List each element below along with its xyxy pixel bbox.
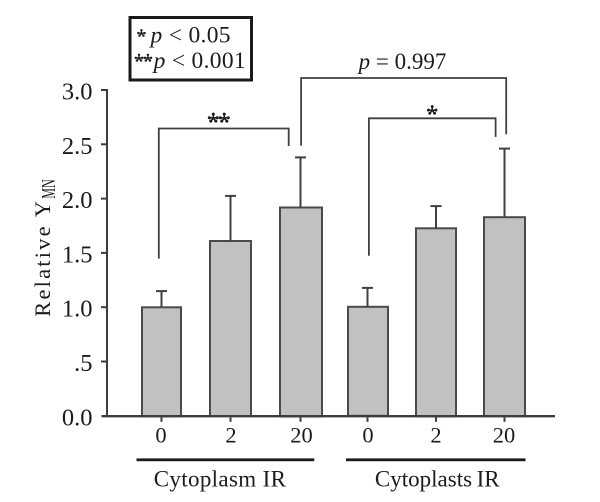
svg-text:2: 2 [430, 423, 441, 448]
svg-text:20: 20 [290, 423, 313, 448]
svg-text:3.0: 3.0 [62, 79, 93, 106]
svg-text:0: 0 [155, 423, 166, 448]
svg-text:20: 20 [493, 423, 516, 448]
svg-text:2.5: 2.5 [62, 133, 93, 160]
svg-text:p < 0.05: p < 0.05 [149, 23, 231, 49]
svg-text:2: 2 [225, 423, 236, 448]
svg-text:2.0: 2.0 [62, 187, 93, 214]
svg-text:0.0: 0.0 [62, 404, 93, 431]
svg-text:1.0: 1.0 [62, 296, 93, 323]
svg-text:p = 0.997: p = 0.997 [357, 49, 447, 74]
svg-text:0: 0 [362, 423, 373, 448]
svg-text:1.5: 1.5 [62, 241, 93, 268]
svg-text:.5: .5 [74, 350, 92, 377]
svg-text:Cytoplasm IR: Cytoplasm IR [154, 467, 287, 492]
svg-text:p < 0.001: p < 0.001 [152, 48, 246, 74]
svg-text:Cytoplasts IR: Cytoplasts IR [375, 467, 500, 492]
